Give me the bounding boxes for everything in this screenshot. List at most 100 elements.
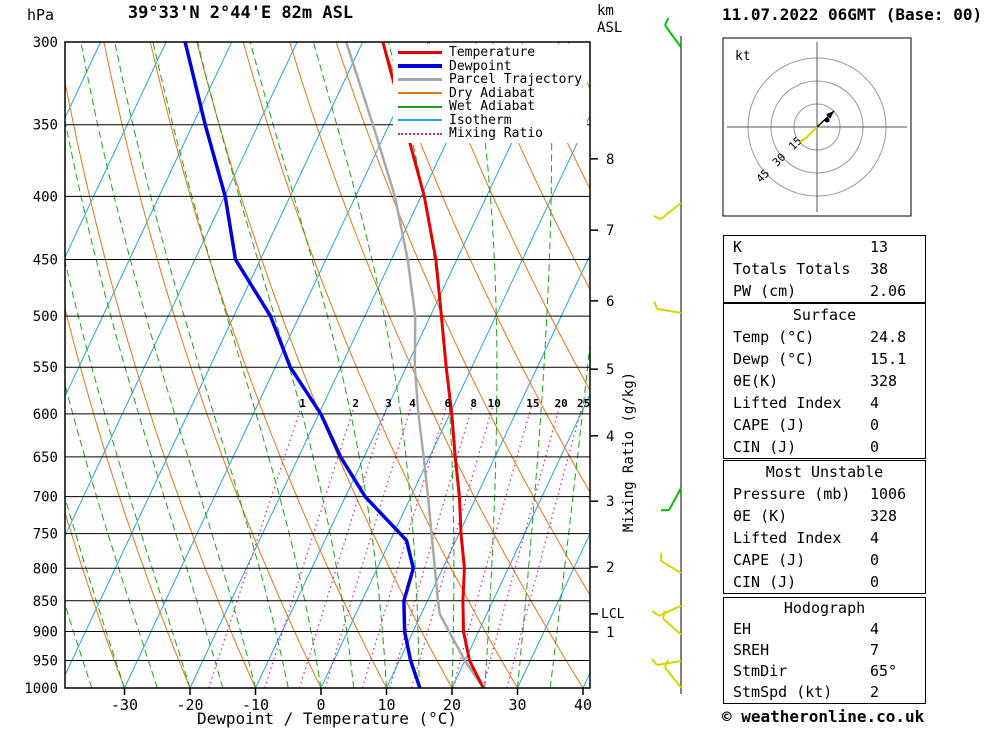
- svg-text:700: 700: [33, 490, 58, 506]
- svg-text:4: 4: [606, 429, 614, 445]
- metric-label: Lifted Index: [733, 529, 842, 547]
- table-row-theta-e: θE (K) 328: [724, 505, 925, 527]
- legend-item-parcel-trajectory: Parcel Trajectory: [398, 73, 582, 87]
- svg-text:950: 950: [33, 653, 58, 669]
- pressure-axis-unit: hPa: [27, 6, 55, 24]
- hodograph-table-header: Hodograph: [783, 599, 866, 617]
- metric-label: Lifted Index: [733, 394, 842, 412]
- dewpoint-line-sample: [398, 64, 442, 69]
- metric-label: Dewp (°C): [733, 350, 815, 368]
- svg-text:7: 7: [606, 223, 614, 239]
- metric-label: CAPE (J): [733, 551, 806, 569]
- legend-label: Isotherm: [449, 112, 512, 128]
- surface-table-header: Surface: [792, 306, 857, 324]
- svg-text:20: 20: [443, 696, 461, 714]
- table-row-cin: CIN (J) 0: [724, 436, 925, 458]
- svg-text:10: 10: [377, 696, 395, 714]
- svg-text:kt: kt: [735, 49, 751, 64]
- svg-text:-20: -20: [176, 696, 203, 714]
- metric-value: 1006: [870, 485, 907, 503]
- table-row-theta-e: θE(K) 328: [724, 370, 925, 392]
- metric-value: 0: [870, 573, 880, 591]
- metric-label: CIN (J): [733, 573, 797, 591]
- legend-item-isotherm: Isotherm: [398, 114, 582, 128]
- svg-text:8: 8: [470, 397, 477, 410]
- svg-text:400: 400: [33, 189, 58, 205]
- metric-value: 4: [870, 529, 880, 547]
- svg-text:25: 25: [577, 397, 590, 410]
- metric-value: 328: [870, 372, 898, 390]
- svg-text:5: 5: [606, 362, 614, 378]
- svg-text:650: 650: [33, 450, 58, 466]
- svg-text:6: 6: [606, 294, 614, 310]
- metric-label: CAPE (J): [733, 416, 806, 434]
- svg-text:3: 3: [606, 494, 614, 510]
- metric-value: 0: [870, 438, 880, 456]
- station-title: 39°33'N 2°44'E 82m ASL: [127, 3, 354, 23]
- table-row-cape: CAPE (J) 0: [724, 549, 925, 571]
- legend-label: Dry Adiabat: [449, 85, 536, 101]
- svg-text:-10: -10: [242, 696, 269, 714]
- svg-text:800: 800: [33, 561, 58, 577]
- table-row-pressure: Pressure (mb) 1006: [724, 483, 925, 505]
- metric-value: 38: [870, 260, 889, 278]
- mixing-ratio-line-sample: [398, 132, 442, 135]
- table-row-stmspd: StmSpd (kt) 2: [724, 682, 925, 703]
- metric-label: θE (K): [733, 507, 788, 525]
- svg-text:15: 15: [526, 397, 539, 410]
- most-unstable-table-header: Most Unstable: [765, 463, 884, 481]
- sounding-profile-curves: [183, 42, 485, 688]
- legend-item-wet-adiabat: Wet Adiabat: [398, 100, 582, 114]
- table-row-cape: CAPE (J) 0: [724, 414, 925, 436]
- metric-value: 0: [870, 551, 880, 569]
- metric-value: 2.06: [870, 282, 907, 300]
- svg-text:6: 6: [444, 397, 451, 410]
- most-unstable-table: Most Unstable Pressure (mb) 1006 θE (K) …: [723, 460, 926, 594]
- svg-text:2: 2: [606, 560, 614, 576]
- wind-barb-column: [651, 17, 682, 694]
- svg-text:20: 20: [555, 397, 568, 410]
- surface-table: Surface Temp (°C) 24.8 Dewp (°C) 15.1 θE…: [723, 303, 926, 459]
- metric-label: StmSpd (kt): [733, 683, 833, 701]
- table-row-temp: Temp (°C) 24.8: [724, 326, 925, 348]
- svg-text:-30: -30: [111, 696, 138, 714]
- table-row-lifted-index: Lifted Index 4: [724, 527, 925, 549]
- svg-text:0: 0: [316, 696, 325, 714]
- svg-text:1: 1: [606, 625, 614, 641]
- table-row-cin: CIN (J) 0: [724, 571, 925, 593]
- table-row-lifted-index: Lifted Index 4: [724, 392, 925, 414]
- dry-adiabat-line-sample: [398, 92, 442, 95]
- metric-value: 65°: [870, 662, 898, 680]
- metric-label: EH: [733, 620, 752, 638]
- svg-text:350: 350: [33, 118, 58, 134]
- metric-value: 328: [870, 507, 898, 525]
- svg-text:40: 40: [574, 696, 592, 714]
- legend-item-mixing-ratio: Mixing Ratio: [398, 127, 582, 141]
- metric-value: 0: [870, 416, 880, 434]
- legend-item-temperature: Temperature: [398, 46, 582, 60]
- x-axis-title: Dewpoint / Temperature (°C): [196, 709, 458, 728]
- svg-text:450: 450: [33, 253, 58, 269]
- metric-label: θE(K): [733, 372, 779, 390]
- metric-value: 2: [870, 683, 880, 701]
- metric-label: Pressure (mb): [733, 485, 851, 503]
- metric-value: 4: [870, 620, 880, 638]
- datetime-title: 11.07.2022 06GMT (Base: 00): [722, 5, 983, 24]
- table-row-eh: EH 4: [724, 619, 925, 640]
- metric-label: Totals Totals: [733, 260, 851, 278]
- svg-text:LCL: LCL: [601, 607, 625, 622]
- metric-label: CIN (J): [733, 438, 797, 456]
- table-row-dewp: Dewp (°C) 15.1: [724, 348, 925, 370]
- metric-value: 7: [870, 641, 880, 659]
- legend-item-dry-adiabat: Dry Adiabat: [398, 87, 582, 101]
- legend-label: Dewpoint: [449, 58, 512, 74]
- legend-label: Parcel Trajectory: [449, 72, 583, 88]
- table-row-pw: PW (cm) 2.06: [724, 280, 925, 302]
- table-row-stmdir: StmDir 65°: [724, 661, 925, 682]
- table-row-sreh: SREH 7: [724, 640, 925, 661]
- svg-text:550: 550: [33, 360, 58, 376]
- metric-label: SREH: [733, 641, 770, 659]
- axis-tick-labels: 1 2 3 4 6 8 10 15 20 2530035040045050055060065070…: [24, 35, 637, 714]
